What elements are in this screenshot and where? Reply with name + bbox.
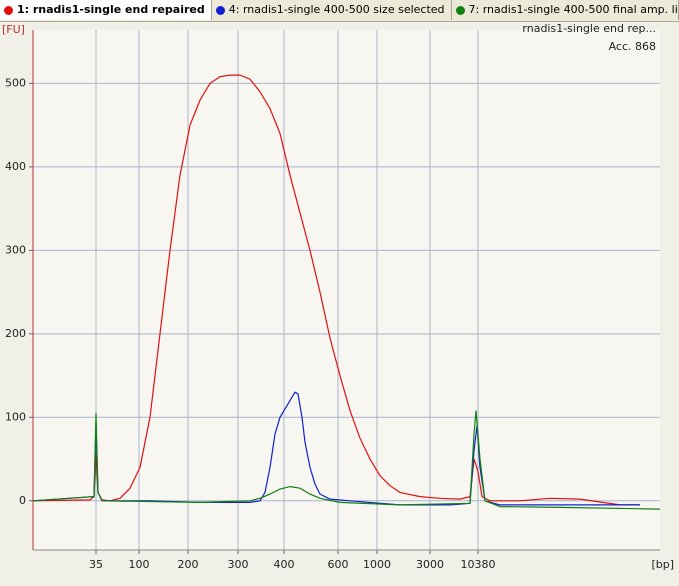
annotation: Acc. 868	[609, 40, 656, 53]
tab-bar: 1: rnadis1-single end repaired 4: rnadis…	[0, 0, 679, 22]
x-tick-label: 100	[129, 558, 150, 571]
tab[interactable]: 4: rnadis1-single 400-500 size selected	[212, 0, 452, 20]
x-tick-label: 10380	[461, 558, 496, 571]
tab[interactable]: 1: rnadis1-single end repaired	[0, 0, 212, 20]
x-tick-label: 35	[89, 558, 103, 571]
chart: [FU] [bp] rnadis1-single end rep... Acc.…	[2, 22, 674, 571]
tab[interactable]: 7: rnadis1-single 400-500 final amp. lib…	[452, 0, 679, 20]
annotation: rnadis1-single end rep...	[522, 22, 656, 35]
x-tick-label: 300	[228, 558, 249, 571]
tab-label: 4: rnadis1-single 400-500 size selected	[228, 3, 445, 16]
x-tick-label: 3000	[416, 558, 444, 571]
plot-area	[33, 30, 660, 550]
y-tick-label: 300	[5, 243, 26, 256]
x-tick-label: 400	[274, 558, 295, 571]
tab-dot	[455, 5, 465, 15]
tab-label: 7: rnadis1-single 400-500 final amp. lib…	[468, 3, 679, 16]
tab-label: 1: rnadis1-single end repaired	[17, 3, 205, 16]
y-tick-label: 0	[19, 494, 26, 507]
tab-dot	[4, 5, 13, 15]
x-axis-label: [bp]	[651, 558, 674, 571]
series-line	[32, 410, 661, 510]
y-tick-label: 400	[5, 160, 26, 173]
y-tick-label: 500	[5, 76, 26, 89]
x-tick-label: 1000	[363, 558, 391, 571]
y-tick-label: 100	[5, 410, 26, 423]
series-line	[32, 74, 640, 506]
x-tick-label: 200	[178, 558, 199, 571]
tab-dot	[215, 5, 225, 15]
x-tick-label: 600	[328, 558, 349, 571]
y-axis-label: [FU]	[2, 23, 25, 36]
y-tick-label: 200	[5, 327, 26, 340]
